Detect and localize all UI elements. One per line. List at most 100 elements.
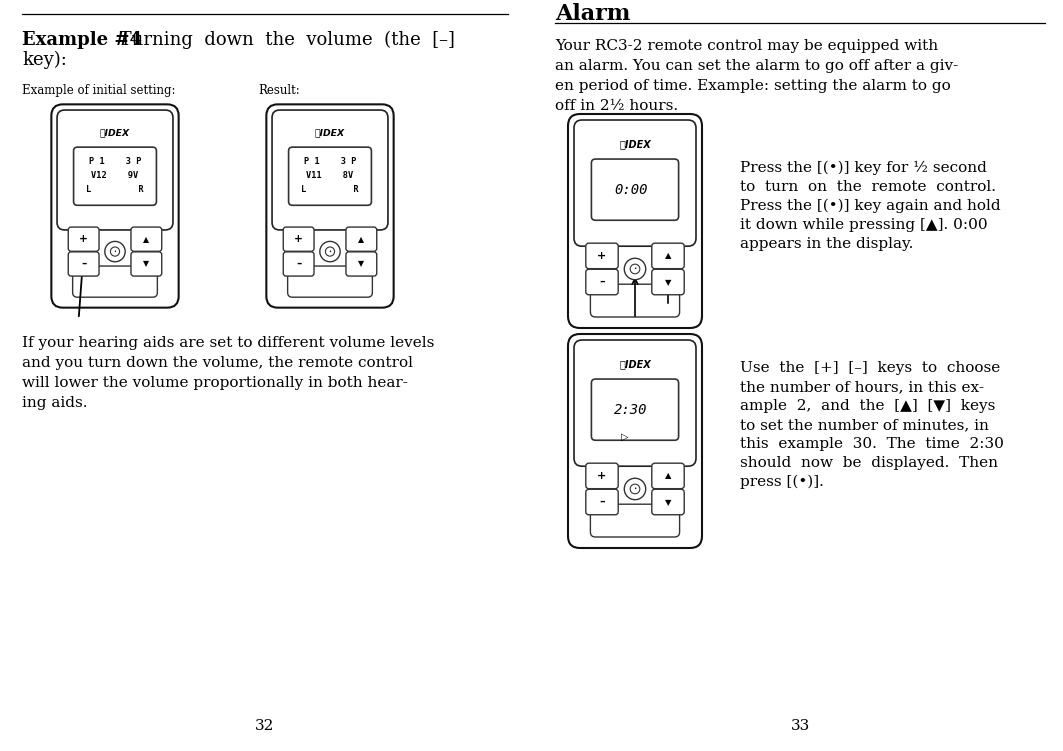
Text: ⓕIDEX: ⓕIDEX xyxy=(100,128,130,137)
FancyBboxPatch shape xyxy=(131,252,162,276)
FancyBboxPatch shape xyxy=(591,379,678,440)
FancyBboxPatch shape xyxy=(590,284,679,317)
Text: 32: 32 xyxy=(255,719,274,733)
Text: this  example  30.  The  time  2:30: this example 30. The time 2:30 xyxy=(740,437,1003,451)
FancyBboxPatch shape xyxy=(591,159,678,220)
Text: Result:: Result: xyxy=(258,84,300,97)
Text: ample  2,  and  the  [▲]  [▼]  keys: ample 2, and the [▲] [▼] keys xyxy=(740,399,995,413)
FancyBboxPatch shape xyxy=(51,104,179,308)
FancyBboxPatch shape xyxy=(73,147,156,205)
Text: –: – xyxy=(600,497,605,507)
Text: ⓕIDEX: ⓕIDEX xyxy=(619,359,651,369)
Text: ▲: ▲ xyxy=(664,472,671,481)
Text: Use  the  [+]  [–]  keys  to  choose: Use the [+] [–] keys to choose xyxy=(740,361,1000,375)
FancyBboxPatch shape xyxy=(568,334,702,548)
FancyBboxPatch shape xyxy=(574,120,696,246)
Text: ⓕIDEX: ⓕIDEX xyxy=(315,128,345,137)
Text: key):: key): xyxy=(22,51,67,69)
FancyBboxPatch shape xyxy=(652,243,685,269)
Text: an alarm. You can set the alarm to go off after a giv-: an alarm. You can set the alarm to go of… xyxy=(555,59,958,73)
FancyBboxPatch shape xyxy=(68,252,99,276)
FancyBboxPatch shape xyxy=(272,110,388,230)
Text: appears in the display.: appears in the display. xyxy=(740,237,913,251)
Circle shape xyxy=(111,247,119,256)
Text: Alarm: Alarm xyxy=(555,3,630,25)
Circle shape xyxy=(325,247,335,256)
Text: +: + xyxy=(597,471,607,481)
Text: 2:30: 2:30 xyxy=(614,403,647,417)
Text: V11    8V: V11 8V xyxy=(306,171,354,180)
FancyBboxPatch shape xyxy=(586,243,619,269)
Circle shape xyxy=(105,241,125,262)
Text: ▲: ▲ xyxy=(144,234,149,243)
FancyBboxPatch shape xyxy=(283,252,314,276)
Text: off in 2½ hours.: off in 2½ hours. xyxy=(555,99,678,113)
Text: Press the [(•)] key for ½ second: Press the [(•)] key for ½ second xyxy=(740,161,986,176)
FancyBboxPatch shape xyxy=(288,266,372,297)
Text: +: + xyxy=(294,234,303,244)
FancyBboxPatch shape xyxy=(345,252,376,276)
Text: it down while pressing [▲]. 0:00: it down while pressing [▲]. 0:00 xyxy=(740,218,988,232)
Text: •: • xyxy=(114,249,117,254)
Text: •: • xyxy=(634,487,637,491)
FancyBboxPatch shape xyxy=(574,340,696,466)
FancyBboxPatch shape xyxy=(586,489,619,514)
Text: P 1    3 P: P 1 3 P xyxy=(88,156,141,165)
Circle shape xyxy=(320,241,340,262)
Text: L         R: L R xyxy=(301,185,359,195)
Text: ▲: ▲ xyxy=(664,252,671,261)
Text: to  turn  on  the  remote  control.: to turn on the remote control. xyxy=(740,180,996,194)
FancyBboxPatch shape xyxy=(288,147,371,205)
Text: should  now  be  displayed.  Then: should now be displayed. Then xyxy=(740,456,998,470)
Text: Your RC3-2 remote control may be equipped with: Your RC3-2 remote control may be equippe… xyxy=(555,39,939,53)
Text: If your hearing aids are set to different volume levels: If your hearing aids are set to differen… xyxy=(22,336,435,350)
Circle shape xyxy=(630,264,640,274)
Text: Turning  down  the  volume  (the  [–]: Turning down the volume (the [–] xyxy=(114,31,455,50)
Text: •: • xyxy=(634,267,637,271)
Text: ⓕIDEX: ⓕIDEX xyxy=(619,139,651,149)
Text: ▲: ▲ xyxy=(358,234,365,243)
Text: Example of initial setting:: Example of initial setting: xyxy=(22,84,175,97)
FancyBboxPatch shape xyxy=(57,110,173,230)
Text: –: – xyxy=(296,259,301,269)
Text: and you turn down the volume, the remote control: and you turn down the volume, the remote… xyxy=(22,356,414,370)
FancyBboxPatch shape xyxy=(568,114,702,328)
Text: •: • xyxy=(328,249,332,254)
Text: ▼: ▼ xyxy=(358,259,365,268)
FancyBboxPatch shape xyxy=(652,270,685,294)
Text: –: – xyxy=(600,277,605,287)
FancyBboxPatch shape xyxy=(652,463,685,489)
FancyBboxPatch shape xyxy=(586,463,619,489)
Text: ▼: ▼ xyxy=(664,278,671,287)
FancyBboxPatch shape xyxy=(586,270,619,294)
FancyBboxPatch shape xyxy=(590,504,679,537)
Text: L         R: L R xyxy=(86,185,144,195)
Text: press [(•)].: press [(•)]. xyxy=(740,475,824,490)
Text: +: + xyxy=(80,234,88,244)
Circle shape xyxy=(624,478,645,499)
Text: –: – xyxy=(81,259,86,269)
Circle shape xyxy=(624,258,645,279)
Text: P 1    3 P: P 1 3 P xyxy=(304,156,356,165)
Text: will lower the volume proportionally in both hear-: will lower the volume proportionally in … xyxy=(22,376,408,390)
FancyBboxPatch shape xyxy=(72,266,157,297)
FancyBboxPatch shape xyxy=(283,227,314,252)
FancyBboxPatch shape xyxy=(68,227,99,252)
Text: ▷: ▷ xyxy=(621,432,628,442)
Text: 0:00: 0:00 xyxy=(614,182,647,197)
Text: ▼: ▼ xyxy=(144,259,149,268)
Text: to set the number of minutes, in: to set the number of minutes, in xyxy=(740,418,989,432)
Text: Example #4: Example #4 xyxy=(22,31,142,49)
FancyBboxPatch shape xyxy=(131,227,162,252)
Text: Press the [(•)] key again and hold: Press the [(•)] key again and hold xyxy=(740,199,1000,213)
Text: +: + xyxy=(597,251,607,261)
Text: ing aids.: ing aids. xyxy=(22,396,87,410)
FancyBboxPatch shape xyxy=(267,104,393,308)
Text: en period of time. Example: setting the alarm to go: en period of time. Example: setting the … xyxy=(555,79,950,93)
FancyBboxPatch shape xyxy=(345,227,376,252)
Text: V12    9V: V12 9V xyxy=(91,171,138,180)
Text: ▼: ▼ xyxy=(664,497,671,506)
FancyBboxPatch shape xyxy=(652,489,685,514)
Text: 33: 33 xyxy=(791,719,810,733)
Circle shape xyxy=(630,484,640,494)
